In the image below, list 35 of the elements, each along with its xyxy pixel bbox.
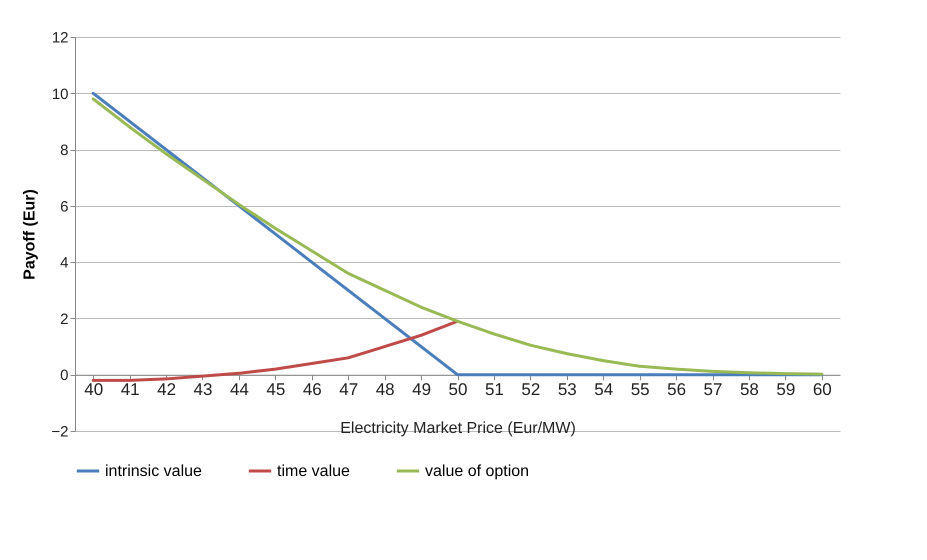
- x-tick-label: 42: [157, 380, 176, 400]
- legend-label: value of option: [425, 463, 530, 480]
- y-tick-label: 8: [60, 142, 68, 160]
- x-tick-label: 60: [812, 380, 832, 400]
- x-tick-label: 44: [230, 380, 249, 400]
- x-tick-label: 58: [740, 380, 759, 400]
- x-tick-label: 56: [667, 380, 686, 400]
- x-tick-label: 54: [594, 380, 614, 400]
- x-tick-label: 46: [302, 380, 322, 400]
- x-tick-label: 59: [776, 380, 796, 400]
- x-tick-label: 47: [339, 380, 358, 400]
- y-tick-label: 4: [60, 254, 68, 272]
- x-tick-label: 52: [521, 380, 540, 400]
- y-tick-label: 2: [60, 310, 68, 328]
- x-axis-title: Electricity Market Price (Eur/MW): [340, 420, 576, 438]
- y-tick-label: 0: [60, 367, 68, 384]
- x-tick-label: 49: [412, 380, 432, 400]
- y-tick-label: −2: [51, 424, 68, 440]
- x-tick-label: 48: [376, 380, 395, 400]
- x-tick-label: 57: [704, 380, 722, 400]
- line-series: [92, 320, 459, 382]
- x-tick-label: 40: [84, 380, 104, 400]
- legend-label: intrinsic value: [105, 463, 202, 480]
- x-tick-label: 53: [558, 380, 577, 400]
- y-tick-label: 10: [52, 86, 68, 103]
- x-tick-label: 50: [448, 380, 468, 400]
- y-tick-label: 12: [52, 30, 68, 46]
- x-tick-label: 45: [266, 380, 286, 400]
- x-tick-label: 51: [484, 380, 504, 400]
- x-tick-label: 43: [194, 380, 212, 400]
- y-axis-title: Payoff (Eur): [21, 189, 38, 280]
- y-tick-label: 6: [60, 198, 68, 216]
- x-tick-label: 55: [630, 380, 650, 400]
- x-tick-label: 41: [120, 380, 140, 400]
- legend-label: time value: [277, 463, 350, 480]
